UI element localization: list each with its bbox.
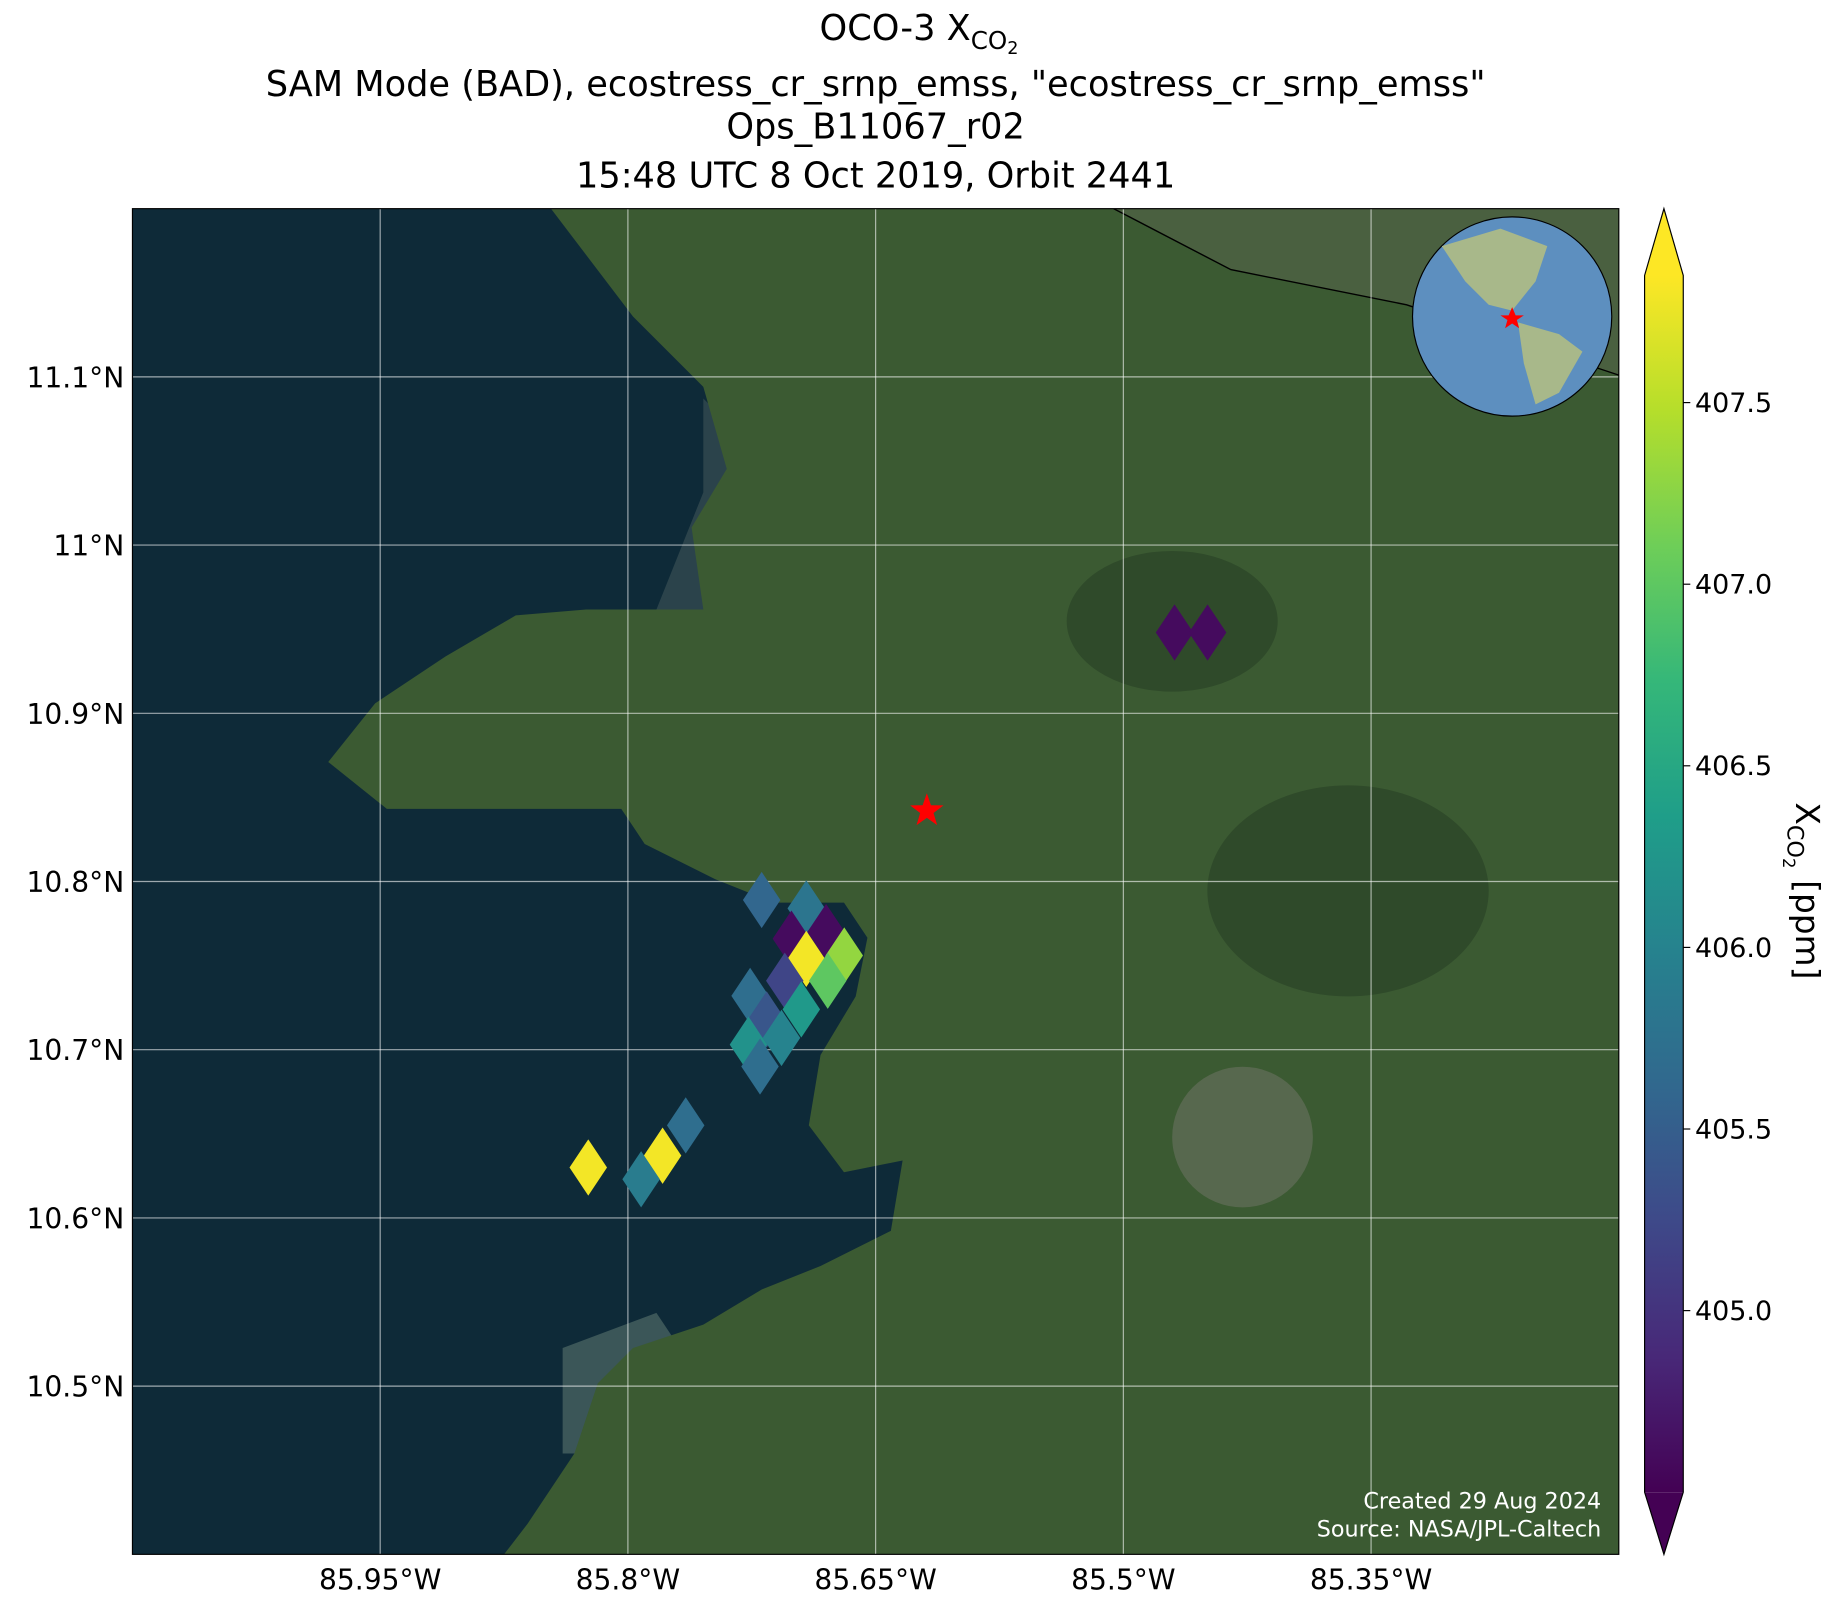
continent (1441, 228, 1548, 311)
colorbar-tick-label: 407.5 (1695, 388, 1772, 419)
colorbar-extend-min (1644, 1492, 1684, 1555)
y-tick-label: 11°N (53, 530, 124, 563)
annotation: Created 29 Aug 2024 (1363, 1489, 1601, 1515)
subtitle: SAM Mode (BAD), ecostress_cr_srnp_emss, … (266, 64, 1486, 105)
colorbar-tick-label: 407.0 (1695, 570, 1772, 601)
continent (1517, 322, 1583, 405)
x-tick-label: 85.65°W (814, 1564, 936, 1597)
sounding (741, 1038, 779, 1095)
y-tick-label: 10.8°N (27, 866, 125, 899)
x-tick-label: 85.8°W (576, 1564, 681, 1597)
colorbar: 405.0 405.5 406.0 406.5 407.0 407.5 (1644, 206, 1772, 1557)
y-tick-label: 10.6°N (27, 1202, 125, 1235)
y-tick-label: 11.1°N (27, 361, 125, 394)
cb-subscript2: 2 (1779, 858, 1798, 868)
y-tick-label: 10.9°N (27, 698, 125, 731)
colorbar-outline (1644, 206, 1684, 1557)
title-subscript2: 2 (1007, 39, 1018, 59)
sounding (808, 952, 847, 1009)
map-frame (131, 208, 1620, 1555)
colorbar-tick-label: 406.5 (1695, 751, 1772, 782)
bare-ground (1172, 1066, 1313, 1208)
x-tick-label: 85.95°W (319, 1564, 441, 1597)
sounding (742, 871, 781, 929)
sounding (1188, 604, 1227, 661)
sounding (782, 981, 821, 1038)
soundings (569, 604, 1227, 1208)
subtitle: 15:48 UTC 8 Oct 2019, Orbit 2441 (576, 156, 1175, 197)
y-tick-label: 10.7°N (27, 1034, 125, 1067)
colorbar-label: XCO2 [ppm] (1779, 802, 1826, 979)
ticks: 85.95°W 85.8°W 85.65°W 85.5°W 85.35°W 10.5°N 1… (27, 361, 1433, 1596)
x-tick-label: 85.5°W (1071, 1564, 1176, 1597)
volcano (1207, 785, 1489, 997)
annotation: Source: NASA/JPL-Caltech (1317, 1517, 1601, 1543)
chart-title: OCO-3 XCO2 (820, 8, 1019, 59)
inset-globe (1411, 216, 1613, 417)
subtitle: Ops_B11067_r02 (726, 106, 1025, 147)
colorbar-tick-label: 406.0 (1695, 933, 1772, 964)
inset-star (1500, 307, 1524, 329)
colorbar-extend-max (1644, 208, 1684, 276)
colorbar-tick-label: 405.0 (1695, 1296, 1772, 1327)
sounding (729, 1016, 768, 1073)
sounding (1155, 604, 1194, 661)
grid (132, 208, 1619, 1555)
title-text: OCO-3 X (820, 8, 971, 49)
cb-subscript: CO (1782, 825, 1808, 858)
cb-unit: [ppm] (1788, 880, 1826, 979)
cb-symbol: X (1788, 802, 1826, 824)
colorbar-body (1644, 275, 1684, 1493)
y-tick-label: 10.5°N (27, 1371, 125, 1404)
x-tick-label: 85.35°W (1310, 1564, 1432, 1597)
target-star (910, 793, 944, 826)
colorbar-tick-label: 405.5 (1695, 1114, 1772, 1145)
title-subscript: CO (971, 26, 1008, 55)
